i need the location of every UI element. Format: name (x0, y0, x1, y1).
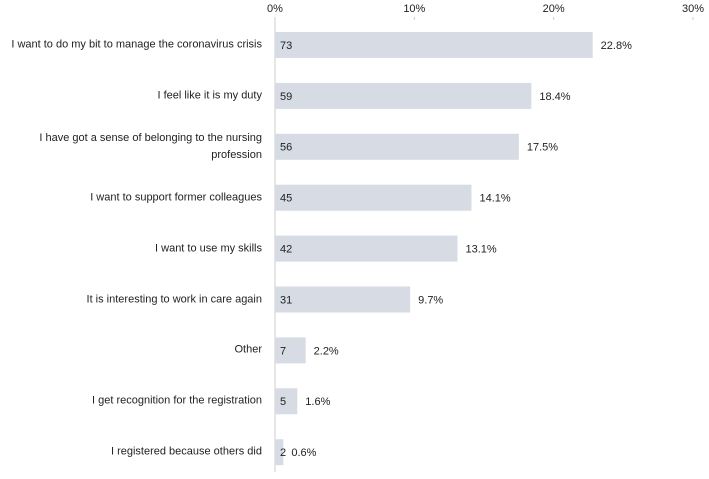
bar (275, 82, 532, 109)
count-label: 45 (280, 193, 292, 205)
value-label: 2.2% (314, 345, 339, 357)
category-label: I get recognition for the registration (92, 394, 262, 407)
x-tick-label: 30% (682, 3, 704, 15)
value-label: 9.7% (418, 294, 443, 306)
count-label: 59 (280, 91, 292, 103)
bar (275, 286, 411, 313)
category-label: Other (234, 343, 262, 356)
value-label: 13.1% (466, 244, 497, 256)
count-label: 5 (280, 396, 286, 408)
count-label: 2 (280, 447, 286, 459)
value-label: 22.8% (601, 40, 632, 52)
count-label: 42 (280, 244, 292, 256)
value-label: 0.6% (291, 447, 316, 459)
bar (275, 235, 458, 262)
value-label: 18.4% (539, 91, 570, 103)
x-tick-label: 20% (543, 3, 565, 15)
bar (275, 439, 284, 466)
x-tick-label: 10% (403, 3, 425, 15)
value-label: 14.1% (479, 193, 510, 205)
category-label: I registered because others did (110, 445, 262, 458)
value-label: 1.6% (305, 396, 330, 408)
category-label: I want to use my skills (155, 242, 262, 255)
bar (275, 184, 472, 211)
category-label: I want to support former colleagues (90, 191, 262, 204)
value-label: 17.5% (527, 142, 558, 154)
category-label: I feel like it is my duty (157, 89, 262, 102)
count-label: 7 (280, 345, 286, 357)
bar (275, 337, 306, 364)
count-label: 73 (280, 40, 292, 52)
count-label: 56 (280, 142, 292, 154)
bar (275, 388, 298, 415)
category-label: It is interesting to work in care again (86, 293, 262, 305)
count-label: 31 (280, 294, 292, 306)
x-tick-label: 0% (267, 3, 283, 15)
bar (275, 32, 593, 58)
bar (275, 133, 519, 160)
category-label: I want to do my bit to manage the corona… (11, 38, 262, 51)
category-label: I have got a sense of belonging to the n… (39, 131, 262, 161)
